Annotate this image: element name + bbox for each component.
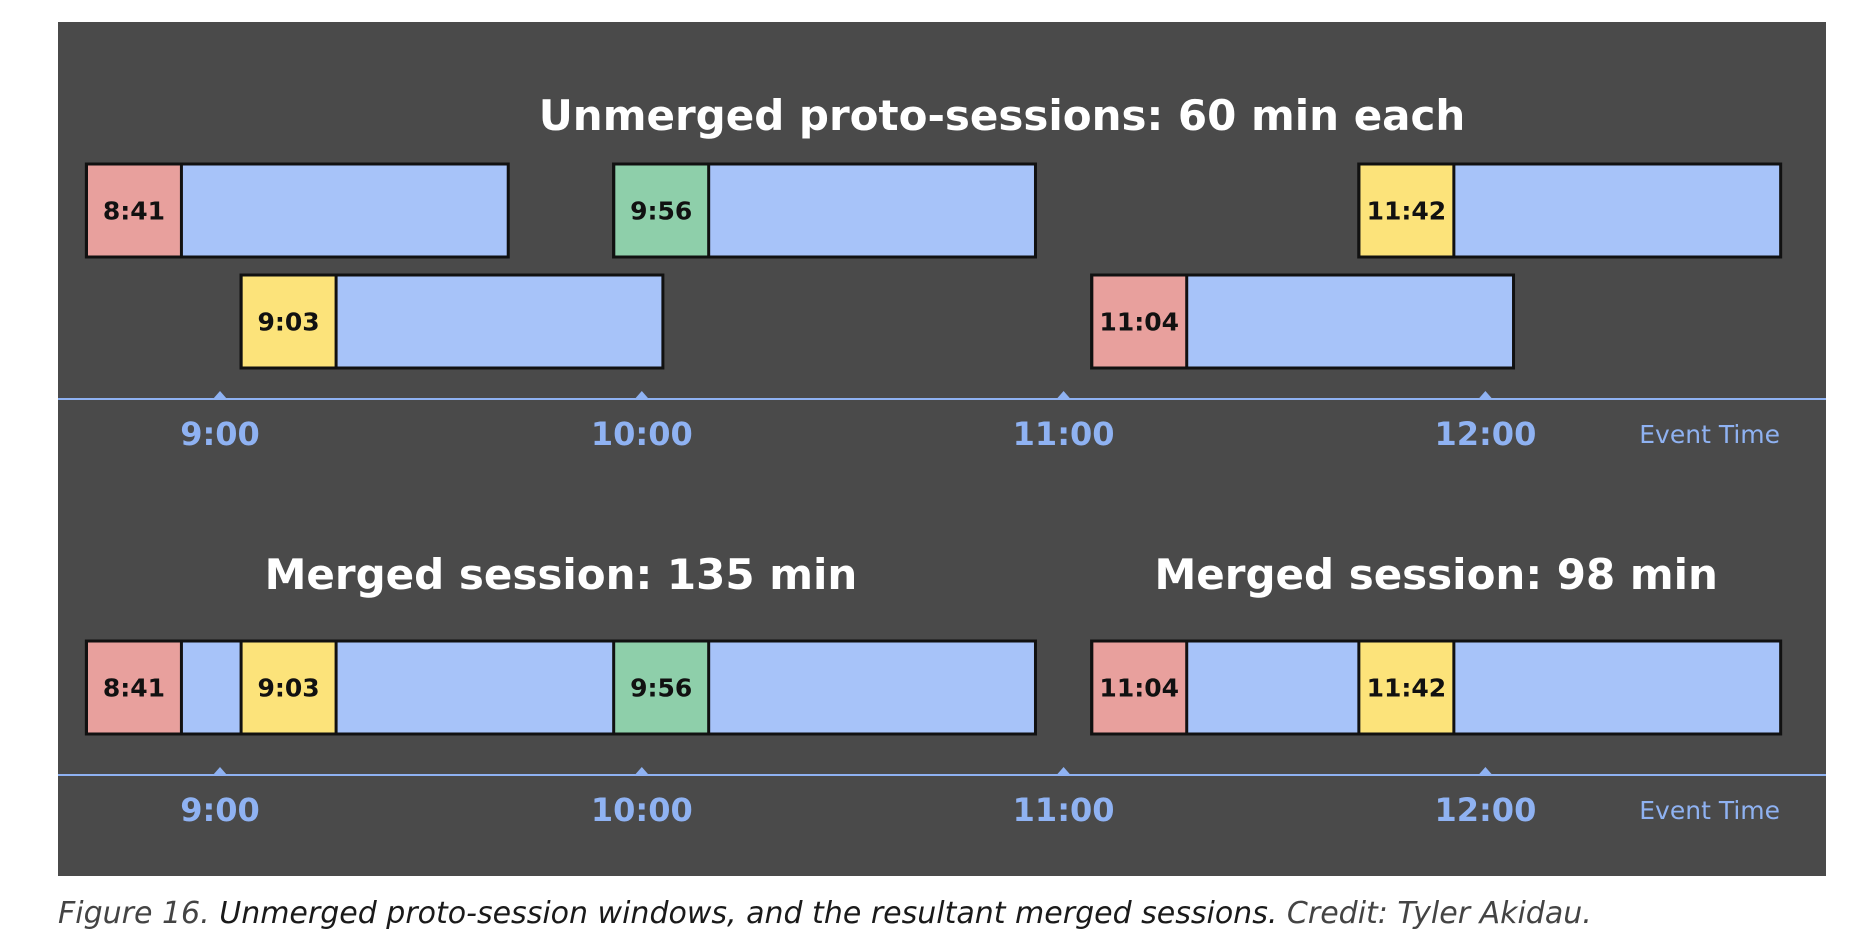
merged-session-window: 11:04 11:42 bbox=[1090, 639, 1783, 736]
axis-title: Event Time bbox=[1639, 420, 1780, 449]
axis-tick-label: 12:00 bbox=[1434, 791, 1536, 829]
caption-prefix: Figure 16. bbox=[58, 896, 220, 931]
event-time-label: 11:04 bbox=[1099, 308, 1179, 337]
window-outline bbox=[1357, 162, 1783, 259]
event-time-label: 9:56 bbox=[630, 197, 692, 226]
axis-tick-label: 12:00 bbox=[1434, 415, 1536, 453]
caption-main: Unmerged proto-session windows, and the … bbox=[219, 896, 1278, 931]
merged-session-title: Merged session: 98 min bbox=[1154, 550, 1717, 599]
event-time-label: 9:56 bbox=[630, 674, 692, 703]
top-section-title: Unmerged proto-sessions: 60 min each bbox=[539, 91, 1466, 140]
event-time-label: 9:03 bbox=[257, 308, 319, 337]
proto-session-window: 9:03 bbox=[239, 273, 665, 370]
event-marker bbox=[84, 162, 183, 259]
merged-session-window: 8:41 9:03 9:56 bbox=[84, 639, 1037, 736]
window-outline bbox=[84, 162, 510, 259]
axis-title: Event Time bbox=[1639, 796, 1780, 825]
event-time-label: 11:04 bbox=[1099, 674, 1179, 703]
axis-tick bbox=[1056, 391, 1071, 399]
axis-tick bbox=[1478, 391, 1493, 399]
event-time-label: 11:42 bbox=[1367, 197, 1447, 226]
axis-tick bbox=[634, 391, 649, 399]
event-marker bbox=[239, 273, 338, 370]
axis-tick bbox=[1056, 767, 1071, 775]
axis-tick-label: 11:00 bbox=[1013, 791, 1115, 829]
proto-session-window: 11:42 bbox=[1357, 162, 1783, 259]
proto-session-window: 9:56 bbox=[612, 162, 1037, 259]
event-time-label: 8:41 bbox=[103, 674, 165, 703]
event-marker bbox=[84, 639, 183, 736]
axis-tick-label: 10:00 bbox=[591, 791, 693, 829]
bottom-event-time-axis: 9:00 10:00 11:00 12:00 Event Time bbox=[58, 767, 1826, 829]
event-marker bbox=[612, 639, 711, 736]
window-fill bbox=[86, 641, 1036, 734]
event-time-label: 9:03 bbox=[257, 674, 319, 703]
axis-tick-label: 10:00 bbox=[591, 415, 693, 453]
top-event-time-axis: 9:00 10:00 11:00 12:00 Event Time bbox=[58, 391, 1826, 453]
figure-caption: Figure 16. Unmerged proto-session window… bbox=[58, 896, 1838, 931]
window-outline bbox=[84, 639, 1037, 736]
proto-session-window: 8:41 bbox=[84, 162, 510, 259]
window-outline bbox=[1090, 639, 1783, 736]
window-outline bbox=[1090, 273, 1516, 370]
event-time-label: 8:41 bbox=[103, 197, 165, 226]
event-time-label: 11:42 bbox=[1367, 674, 1447, 703]
axis-tick-label: 9:00 bbox=[180, 791, 260, 829]
window-outline bbox=[612, 162, 1037, 259]
axis-tick bbox=[213, 391, 227, 399]
axis-tick-label: 11:00 bbox=[1013, 415, 1115, 453]
axis-tick bbox=[213, 767, 227, 775]
session-windows-diagram: Unmerged proto-sessions: 60 min each 8:41… bbox=[58, 91, 1826, 829]
caption-credit: Credit: Tyler Akidau. bbox=[1277, 896, 1592, 931]
axis-tick bbox=[634, 767, 649, 775]
merged-session-title: Merged session: 135 min bbox=[265, 550, 858, 599]
event-marker bbox=[1090, 273, 1189, 370]
event-marker bbox=[239, 639, 338, 736]
window-outline bbox=[239, 273, 665, 370]
proto-session-window: 11:04 bbox=[1090, 273, 1516, 370]
axis-tick-label: 9:00 bbox=[180, 415, 260, 453]
axis-tick bbox=[1478, 767, 1493, 775]
diagram-panel: Unmerged proto-sessions: 60 min each 8:41… bbox=[58, 22, 1826, 876]
